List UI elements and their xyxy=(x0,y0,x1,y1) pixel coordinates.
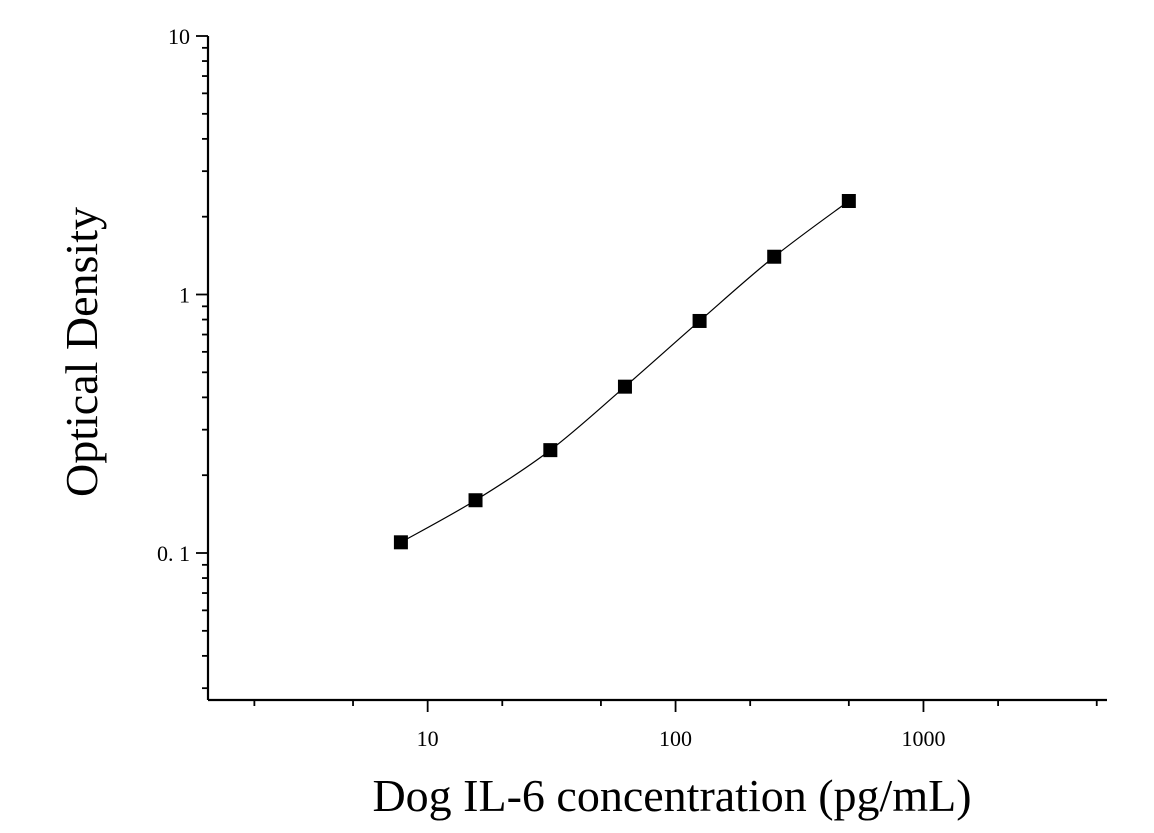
data-point xyxy=(767,249,782,264)
x-tick-label: 100 xyxy=(659,726,692,751)
y-tick-label: 10 xyxy=(168,24,190,49)
y-tick-labels: 0. 1 1 10 xyxy=(157,24,190,566)
y-tick-label: 0. 1 xyxy=(157,541,190,566)
x-tick-labels: 10 100 1000 xyxy=(417,726,946,751)
data-point xyxy=(841,193,856,208)
data-markers xyxy=(393,193,856,550)
axes xyxy=(196,35,1107,712)
y-axis-title: Optical Density xyxy=(56,207,107,497)
x-major-ticks xyxy=(426,700,925,712)
data-point xyxy=(692,313,707,328)
x-tick-label: 10 xyxy=(417,726,439,751)
data-point xyxy=(468,493,483,508)
data-point xyxy=(543,443,558,458)
data-point xyxy=(617,379,632,394)
data-point xyxy=(393,535,408,550)
y-tick-label: 1 xyxy=(179,283,190,308)
y-minor-ticks xyxy=(202,46,208,690)
x-tick-label: 1000 xyxy=(901,726,945,751)
fit-curve xyxy=(400,200,850,543)
x-minor-ticks xyxy=(253,700,1098,706)
y-major-ticks xyxy=(196,35,208,554)
x-axis-title: Dog IL-6 concentration (pg/mL) xyxy=(372,770,971,821)
